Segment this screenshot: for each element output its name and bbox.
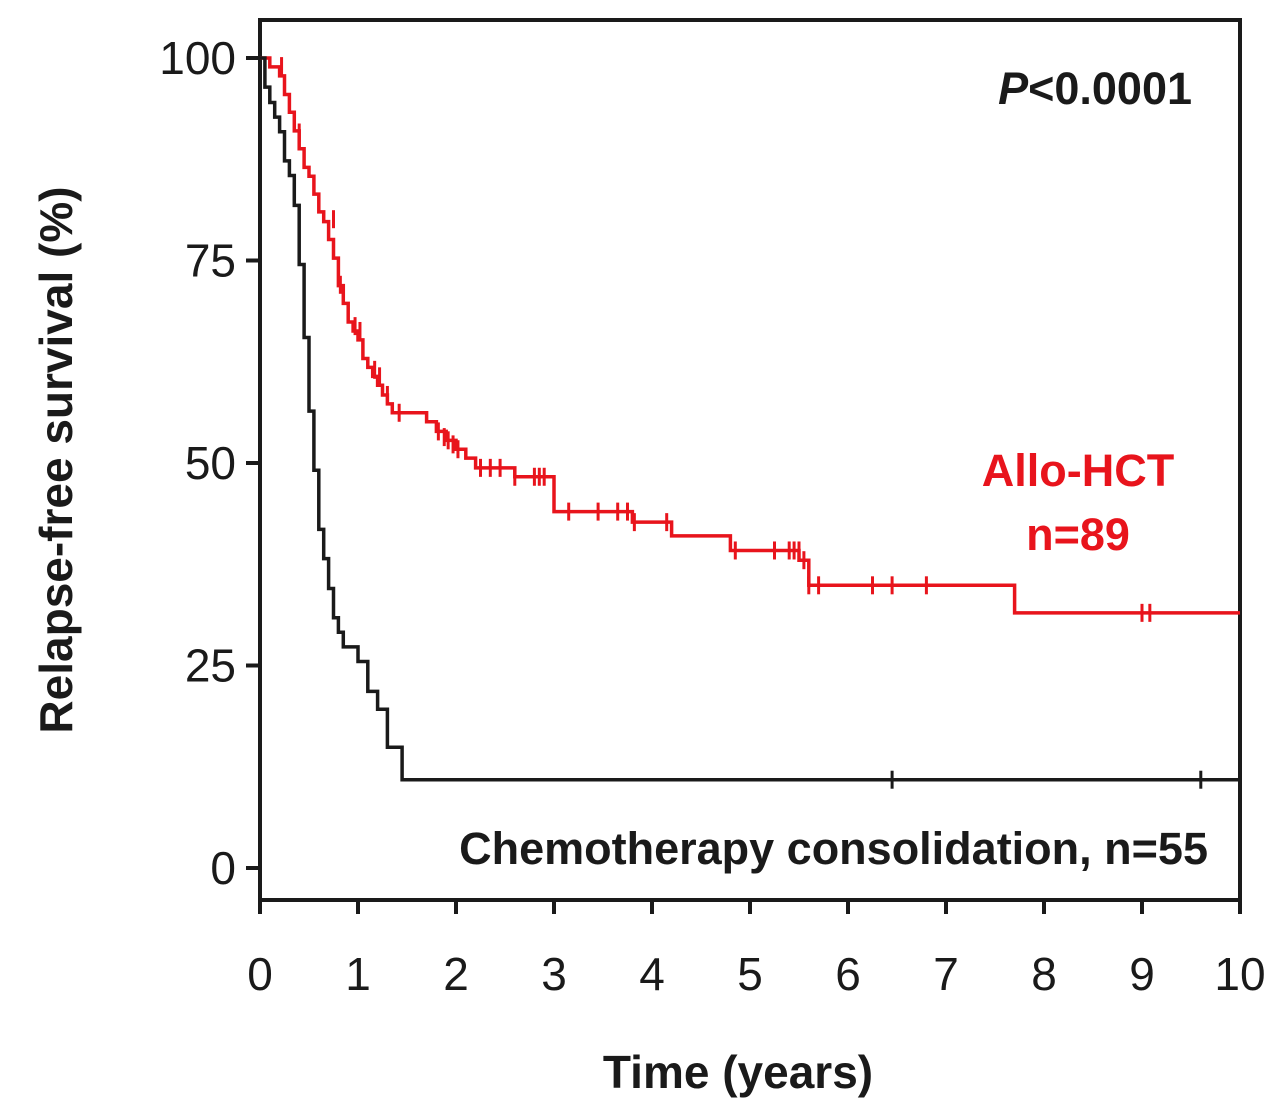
x-tick-label: 7	[933, 948, 959, 1000]
y-axis: 0 25 50 75 100	[159, 32, 260, 894]
allo-hct-label: Allo-HCT	[982, 445, 1174, 496]
x-tick-label: 10	[1214, 948, 1265, 1000]
x-tick-label: 0	[247, 948, 273, 1000]
x-axis-title: Time (years)	[603, 1046, 873, 1098]
x-tick-label: 4	[639, 948, 665, 1000]
p-value-text: <0.0001	[1028, 63, 1192, 114]
p-value: P<0.0001	[998, 63, 1192, 114]
x-tick-label: 1	[345, 948, 371, 1000]
x-tick-label: 5	[737, 948, 763, 1000]
x-tick-label: 6	[835, 948, 861, 1000]
x-tick-label: 3	[541, 948, 567, 1000]
y-tick-label: 25	[185, 640, 236, 692]
allo-hct-n-label: n=89	[1026, 509, 1130, 560]
x-tick-label: 2	[443, 948, 469, 1000]
y-tick-label: 50	[185, 437, 236, 489]
y-tick-label: 0	[210, 842, 236, 894]
chemotherapy-curve	[260, 56, 1240, 782]
survival-curves	[260, 56, 1240, 789]
p-value-symbol: P	[998, 63, 1029, 114]
x-tick-label: 9	[1129, 948, 1155, 1000]
x-tick-label: 8	[1031, 948, 1057, 1000]
x-axis: 0 1 2 3 4 5 6 7 8 9 10	[247, 900, 1266, 1000]
y-tick-label: 75	[185, 235, 236, 287]
y-tick-label: 100	[159, 32, 236, 84]
chemo-label: Chemotherapy consolidation, n=55	[459, 823, 1208, 874]
allo-hct-curve	[260, 56, 1240, 615]
y-axis-title: Relapse-free survival (%)	[30, 186, 82, 733]
